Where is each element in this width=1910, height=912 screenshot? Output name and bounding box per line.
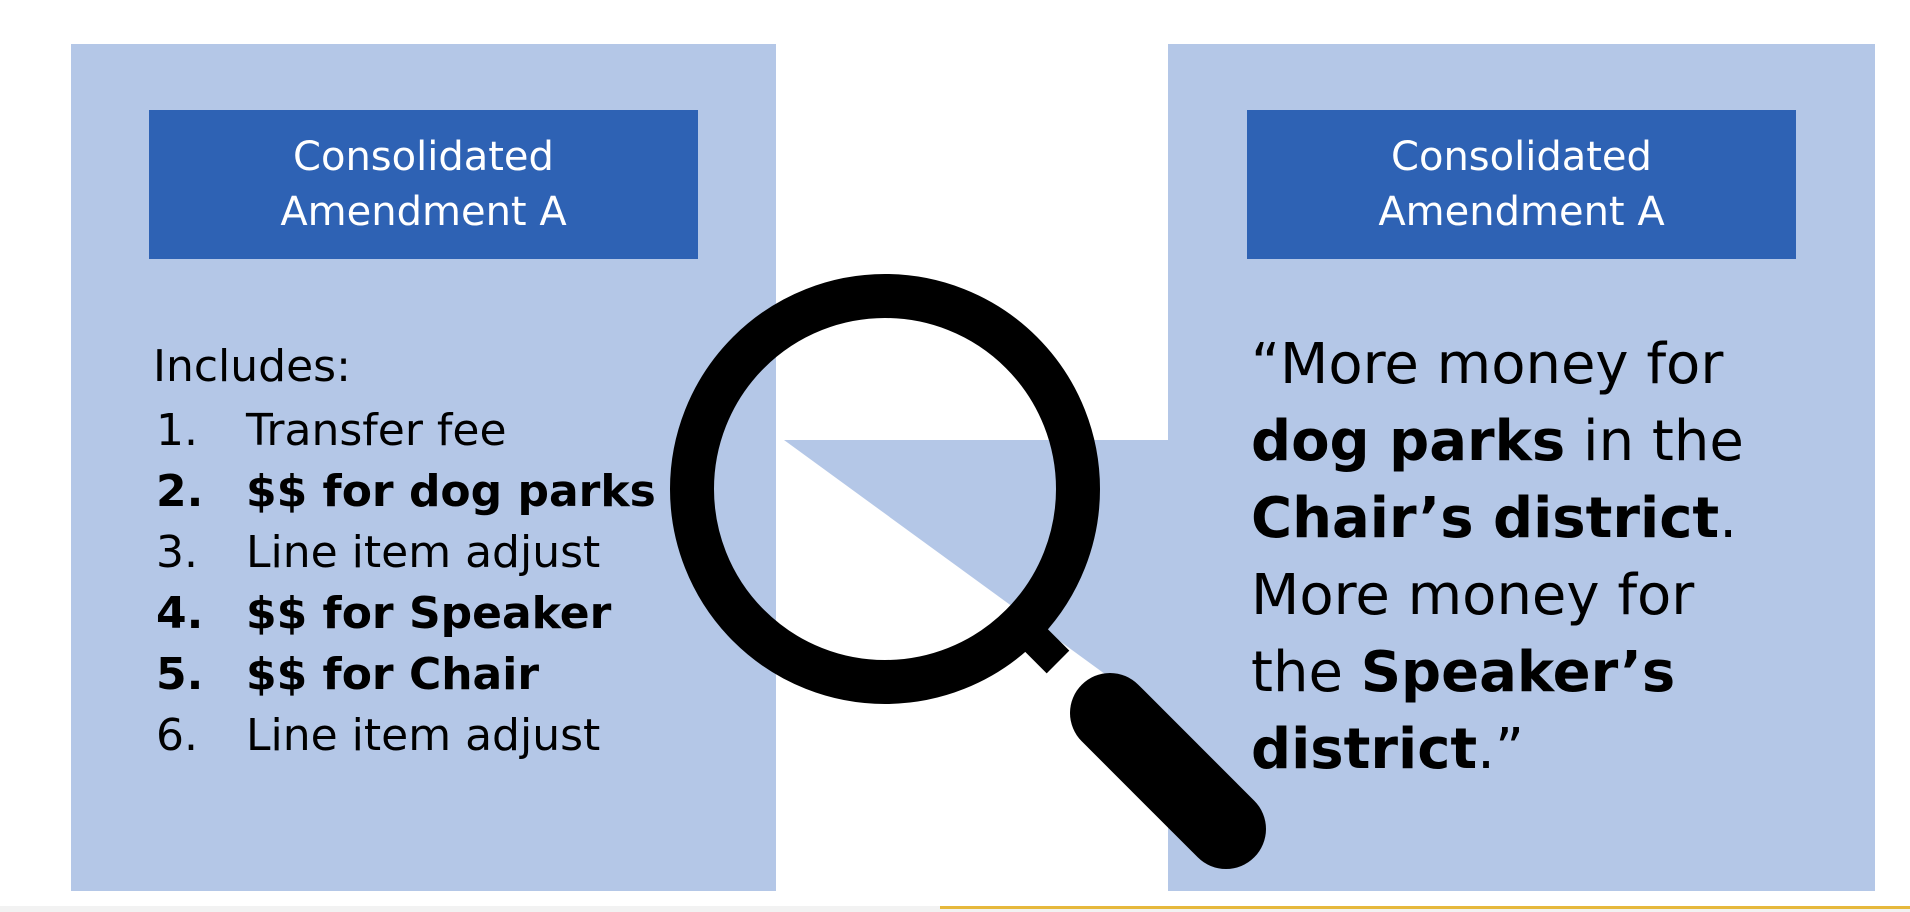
list-item-text: $$ for Chair — [246, 649, 540, 700]
list-item: 2. $$ for dog parks — [153, 461, 656, 522]
lens-ring — [670, 274, 1100, 704]
right-title-line-2: Amendment A — [1378, 188, 1665, 235]
list-item-text: Line item adjust — [246, 710, 601, 761]
quote-line-5: the Speaker’s — [1251, 634, 1851, 711]
list-item: 1. Transfer fee — [153, 400, 507, 461]
quote-line-2: dog parks in the — [1251, 403, 1851, 480]
list-item: 3. Line item adjust — [153, 522, 600, 583]
quote-text-segment: in the — [1565, 409, 1744, 474]
list-item: 6. Line item adjust — [153, 705, 600, 766]
list-item-number: 4. — [156, 588, 204, 639]
quote-line-6: district.” — [1251, 711, 1851, 788]
quote-text-segment: . — [1719, 486, 1737, 551]
list-item-text: Transfer fee — [246, 405, 507, 456]
quote-bold-segment: district — [1251, 717, 1478, 782]
magnifying-glass-icon — [670, 274, 1266, 869]
list-item-number: 1. — [156, 405, 198, 456]
quote-line-4: More money for — [1251, 557, 1851, 634]
magnifier-neck — [1000, 604, 1070, 674]
list-item-number: 2. — [156, 466, 204, 517]
list-item-number: 3. — [156, 527, 198, 578]
left-panel-title: Consolidated Amendment A — [149, 110, 698, 259]
right-panel-title: Consolidated Amendment A — [1247, 110, 1796, 259]
includes-label: Includes: — [153, 341, 351, 392]
bottom-accent-bar — [940, 906, 1910, 909]
quote-text: “More money for dog parks in the Chair’s… — [1251, 326, 1851, 788]
left-title-line-1: Consolidated — [293, 133, 554, 180]
list-item: 4. $$ for Speaker — [153, 583, 611, 644]
list-item-text: Line item adjust — [246, 527, 601, 578]
bottom-strip — [0, 906, 1910, 912]
list-item-number: 5. — [156, 649, 204, 700]
list-item-number: 6. — [156, 710, 198, 761]
quote-line-1: “More money for — [1251, 326, 1851, 403]
list-item-text: $$ for Speaker — [246, 588, 612, 639]
left-title-line-2: Amendment A — [280, 188, 567, 235]
includes-list: Includes: 1. Transfer fee 2. $$ for dog … — [153, 334, 656, 766]
quote-text-segment: .” — [1477, 717, 1524, 782]
quote-text-segment: “More money for — [1251, 332, 1724, 397]
quote-text-segment: More money for — [1251, 563, 1695, 628]
magnifier-handle — [1070, 673, 1266, 869]
list-item-text: $$ for dog parks — [246, 466, 656, 517]
quote-text-segment: the — [1251, 640, 1361, 705]
right-panel: Consolidated Amendment A “More money for… — [1168, 44, 1875, 891]
quote-bold-segment: Chair’s district — [1251, 486, 1720, 551]
quote-bold-segment: Speaker’s — [1360, 640, 1676, 705]
quote-line-3: Chair’s district. — [1251, 480, 1851, 557]
right-title-line-1: Consolidated — [1391, 133, 1652, 180]
list-item: 5. $$ for Chair — [153, 644, 539, 705]
left-panel: Consolidated Amendment A Includes: 1. Tr… — [71, 44, 776, 891]
quote-bold-segment: dog parks — [1251, 409, 1566, 474]
